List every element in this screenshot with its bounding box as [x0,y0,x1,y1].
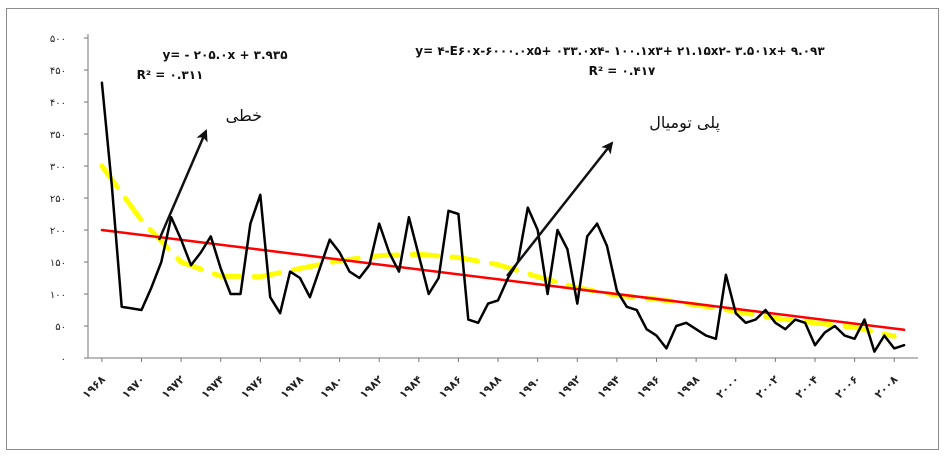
polynomial-label-arrow [506,141,614,277]
x-tick-label: ۱۹۷۰ [119,373,147,401]
polynomial-label: پلی تومیال [649,113,720,133]
y-tick-labels: ۰ ۵۰ ۱۰۰ ۱۵۰ ۲۰۰ ۲۵۰ ۳۰۰ ۳۵۰ ۴۰۰ ۴۵۰ ۵۰۰ [50,34,88,365]
y-tick-label: ۲۰۰ [50,226,66,237]
x-tick-label: ۱۹۹۶ [634,373,662,401]
y-tick-label: ۵۰۰ [50,34,66,45]
linear-label: خطی [226,106,262,125]
x-tick-label: ۱۹۷۲ [159,373,187,401]
linear-equation: y= - ۲۰۵.۰x + ۳.۹۳۵ [162,48,287,62]
series-observed [100,81,906,353]
y-tick-label: ۱۰۰ [50,290,66,301]
x-tick-label: ۱۹۸۰ [318,373,346,401]
y-tick-label: ۳۵۰ [50,130,66,141]
x-tick-label: ۱۹۹۰ [516,373,544,401]
y-tick-label: ۴۰۰ [50,98,66,109]
x-tick-label: ۲۰۰۲ [753,373,781,401]
x-tick-label: ۱۹۸۴ [397,373,425,401]
series-group [99,81,906,353]
polynomial-r-squared: R² = ۰.۴۱۷ [589,64,656,78]
x-tick-label: ۲۰۰۰ [714,373,742,401]
x-tick-label: ۲۰۰۴ [793,373,821,401]
polynomial-equation: y= ۴-E۶۰x-۶۰۰۰.۰x۵+ ۰۳۳.۰x۴- ۱۰۰.۱x۳+ ۲۱… [415,44,825,58]
x-tick-label: ۱۹۸۲ [357,373,385,401]
x-tick-label: ۱۹۶۸ [80,373,108,401]
y-tick-label: ۲۵۰ [50,194,66,205]
y-tick-label: ۵۰ [55,322,66,333]
x-tick-labels: ۱۹۶۸ ۱۹۷۰ ۱۹۷۲ ۱۹۷۴ ۱۹۷۶ ۱۹۷۸ ۱۹۸۰ ۱۹۸۲ ۱۹۸۴ ۱۹۸۶… [80,358,901,401]
y-tick-label: ۴۵۰ [50,66,66,77]
x-tick-label: ۱۹۷۴ [199,373,227,401]
x-tick-label: ۲۰۰۶ [833,373,861,401]
series-linear-trend [100,228,906,332]
x-tick-label: ۱۹۹۴ [595,373,623,401]
y-tick-label: ۱۵۰ [50,258,66,269]
x-tick-label: ۲۰۰۸ [872,373,900,401]
series-polynomial-trend [99,163,897,339]
x-tick-label: ۱۹۷۸ [278,373,306,401]
x-tick-label: ۱۹۹۸ [674,373,702,401]
chart-frame [6,8,939,450]
x-tick-label: ۱۹۸۸ [476,373,504,401]
x-tick-label: ۱۹۹۲ [555,373,583,401]
linear-label-arrow [157,129,208,241]
axes [87,34,918,359]
x-tick-label: ۱۹۸۶ [436,373,464,401]
x-tick-label: ۱۹۷۶ [238,373,266,401]
y-tick-label: ۰ [61,354,66,365]
y-tick-label: ۳۰۰ [50,162,66,173]
linear-r-squared: R² = ۰.۳۱۱ [137,68,204,82]
